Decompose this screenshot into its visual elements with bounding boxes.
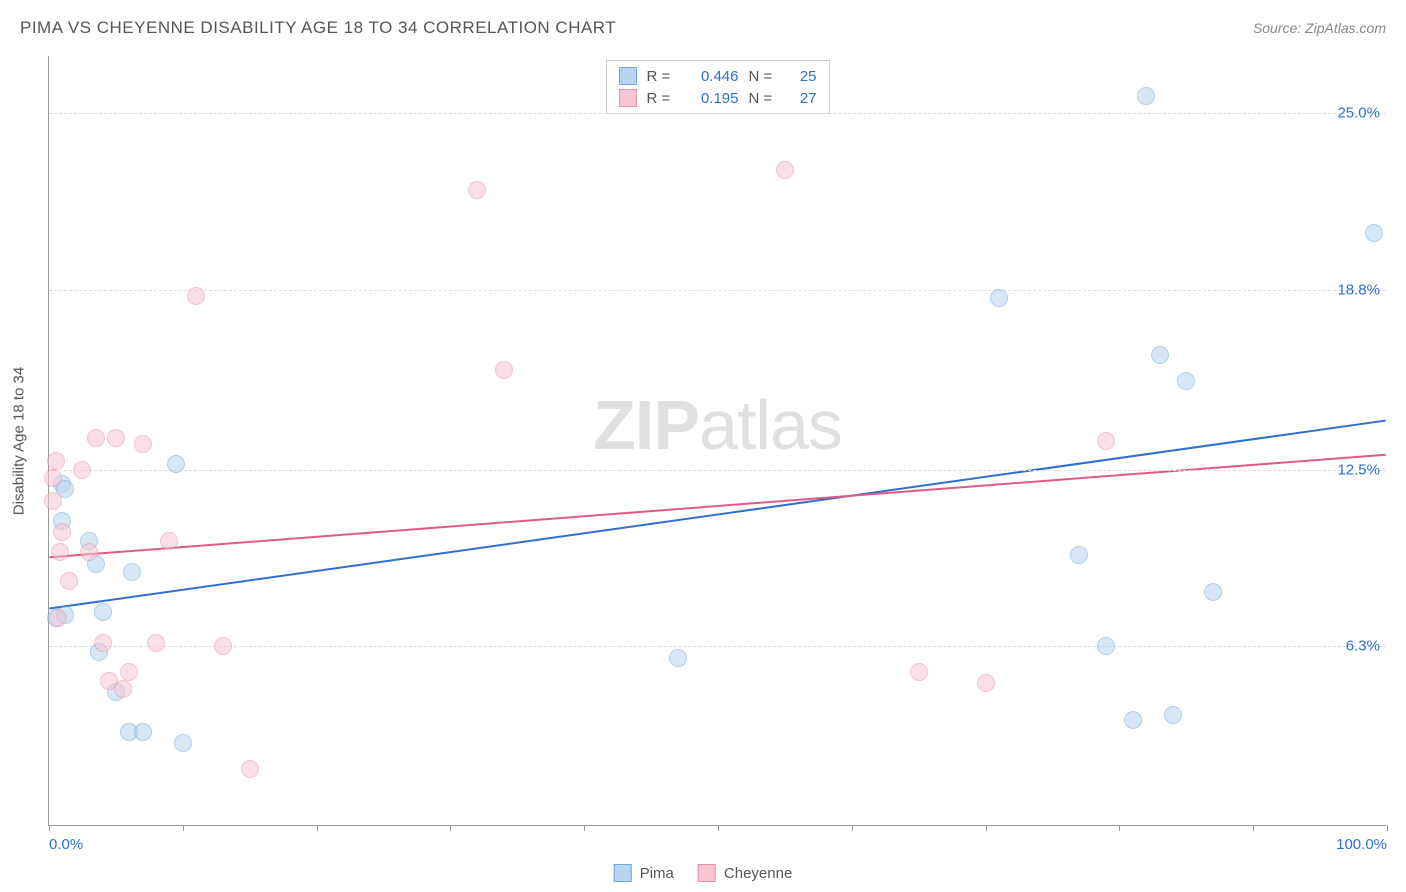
data-point	[134, 723, 152, 741]
stats-r-value: 0.446	[685, 68, 739, 85]
stats-swatch	[619, 89, 637, 107]
data-point	[468, 181, 486, 199]
data-point	[669, 649, 687, 667]
y-axis-title: Disability Age 18 to 34	[11, 366, 28, 514]
gridline-h	[49, 470, 1386, 471]
stats-r-value: 0.195	[685, 90, 739, 107]
data-point	[1070, 546, 1088, 564]
x-tick	[450, 825, 451, 831]
data-point	[776, 161, 794, 179]
data-point	[910, 663, 928, 681]
stats-n-value: 25	[787, 68, 817, 85]
stats-n-label: N =	[749, 68, 777, 85]
gridline-h	[49, 646, 1386, 647]
data-point	[1365, 224, 1383, 242]
legend-swatch	[614, 864, 632, 882]
stats-box: R = 0.446 N = 25 R = 0.195 N = 27	[606, 60, 830, 114]
data-point	[147, 634, 165, 652]
data-point	[241, 760, 259, 778]
data-point	[174, 734, 192, 752]
stats-row: R = 0.195 N = 27	[619, 87, 817, 109]
x-tick	[852, 825, 853, 831]
data-point	[49, 609, 67, 627]
stats-row: R = 0.446 N = 25	[619, 65, 817, 87]
data-point	[80, 543, 98, 561]
x-tick	[49, 825, 50, 831]
chart-title: PIMA VS CHEYENNE DISABILITY AGE 18 TO 34…	[20, 18, 616, 38]
legend-label: Pima	[640, 865, 674, 882]
data-point	[94, 634, 112, 652]
y-tick-label: 6.3%	[1346, 638, 1380, 655]
x-tick	[718, 825, 719, 831]
stats-n-value: 27	[787, 90, 817, 107]
data-point	[47, 452, 65, 470]
data-point	[1097, 432, 1115, 450]
data-point	[53, 523, 71, 541]
x-tick	[1253, 825, 1254, 831]
data-point	[134, 435, 152, 453]
trend-lines	[49, 56, 1386, 825]
chart-source: Source: ZipAtlas.com	[1253, 20, 1386, 36]
data-point	[114, 680, 132, 698]
x-tick	[317, 825, 318, 831]
data-point	[214, 637, 232, 655]
data-point	[187, 287, 205, 305]
x-axis-label: 100.0%	[1336, 836, 1387, 853]
data-point	[977, 674, 995, 692]
data-point	[167, 455, 185, 473]
data-point	[1177, 372, 1195, 390]
data-point	[1124, 711, 1142, 729]
data-point	[60, 572, 78, 590]
data-point	[120, 663, 138, 681]
y-tick-label: 12.5%	[1337, 461, 1380, 478]
data-point	[1164, 706, 1182, 724]
legend-label: Cheyenne	[724, 865, 792, 882]
y-tick-label: 18.8%	[1337, 281, 1380, 298]
stats-n-label: N =	[749, 90, 777, 107]
x-tick	[1119, 825, 1120, 831]
legend-item: Pima	[614, 864, 674, 882]
x-tick	[183, 825, 184, 831]
data-point	[1097, 637, 1115, 655]
data-point	[990, 289, 1008, 307]
chart-header: PIMA VS CHEYENNE DISABILITY AGE 18 TO 34…	[20, 18, 1386, 38]
stats-swatch	[619, 67, 637, 85]
legend-item: Cheyenne	[698, 864, 792, 882]
x-axis-label: 0.0%	[49, 836, 83, 853]
x-tick	[986, 825, 987, 831]
data-point	[123, 563, 141, 581]
data-point	[73, 461, 91, 479]
data-point	[44, 469, 62, 487]
x-tick	[584, 825, 585, 831]
plot-area: ZIPatlas Disability Age 18 to 34 R =0.44…	[48, 56, 1386, 826]
gridline-h	[49, 113, 1386, 114]
trend-line	[49, 421, 1385, 609]
data-point	[94, 603, 112, 621]
data-point	[495, 361, 513, 379]
bottom-legend: Pima Cheyenne	[614, 864, 793, 882]
y-tick-label: 25.0%	[1337, 105, 1380, 122]
x-tick	[1387, 825, 1388, 831]
data-point	[1151, 346, 1169, 364]
data-point	[44, 492, 62, 510]
data-point	[107, 429, 125, 447]
stats-r-label: R =	[647, 90, 675, 107]
data-point	[51, 543, 69, 561]
data-point	[1137, 87, 1155, 105]
legend-swatch	[698, 864, 716, 882]
data-point	[160, 532, 178, 550]
gridline-h	[49, 290, 1386, 291]
data-point	[87, 429, 105, 447]
data-point	[1204, 583, 1222, 601]
stats-r-label: R =	[647, 68, 675, 85]
